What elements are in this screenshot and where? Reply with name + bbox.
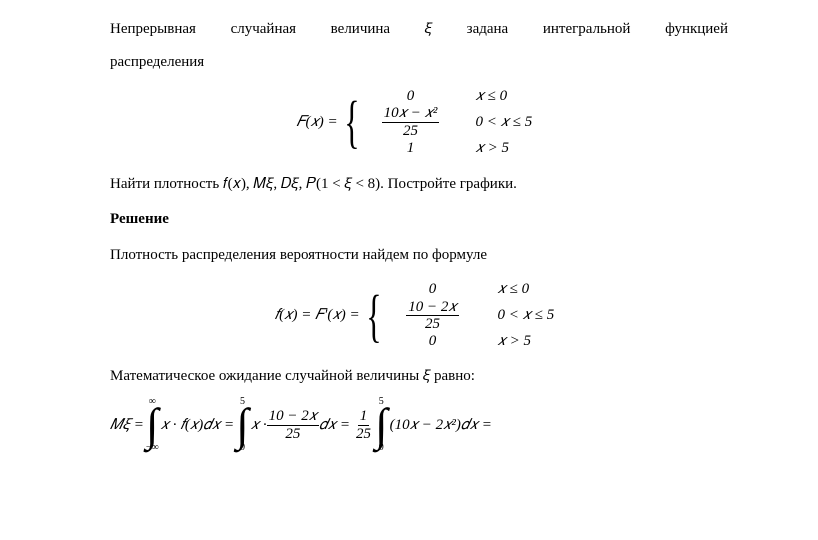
case-row: 0 𝑥 > 5 — [391, 331, 563, 353]
integral-symbol: 5 ∫ 0 — [236, 397, 249, 453]
equation-pdf: 𝑓(𝑥) = 𝐹′(𝑥) = { 0 𝑥 ≤ 0 10 − 2𝑥 25 0 < … — [110, 279, 728, 353]
expectation-intro: Математическое ожидание случайной величи… — [110, 365, 728, 388]
integral-symbol: ∞ ∫ −∞ — [146, 397, 159, 453]
case-cond: 𝑥 ≤ 0 — [473, 278, 563, 301]
case-cond: 𝑥 ≤ 0 — [452, 85, 542, 108]
frac-den: 25 — [283, 426, 302, 443]
case-row: 0 𝑥 ≤ 0 — [370, 85, 542, 107]
equation-cdf: 𝐹(𝑥) = { 0 𝑥 ≤ 0 10𝑥 − 𝑥² 25 0 < 𝑥 ≤ 5 1… — [110, 85, 728, 159]
frac-num: 10 − 2𝑥 — [267, 408, 319, 426]
brace-icon: { — [344, 93, 359, 151]
integrand-2a: 𝑥 · — [251, 414, 267, 437]
case-cond: 𝑥 > 5 — [473, 330, 563, 353]
integral-symbol: 5 ∫ 0 — [375, 397, 388, 453]
case-val: 10𝑥 − 𝑥² 25 — [370, 105, 452, 139]
case-val: 1 — [370, 137, 452, 160]
eq2-cases: 0 𝑥 ≤ 0 10 − 2𝑥 25 0 < 𝑥 ≤ 5 0 𝑥 > 5 — [391, 279, 563, 353]
case-val: 0 — [370, 85, 452, 108]
integrand-3: (10𝑥 − 2𝑥²)𝑑𝑥 = — [390, 414, 492, 437]
integrand-2b: 𝑑𝑥 = — [319, 414, 350, 437]
case-row: 10𝑥 − 𝑥² 25 0 < 𝑥 ≤ 5 — [370, 107, 542, 137]
int-lower: 0 — [240, 443, 245, 453]
integrand-1: 𝑥 · 𝑓(𝑥)𝑑𝑥 = — [161, 414, 235, 437]
frac-den: 25 — [354, 426, 373, 443]
density-intro: Плотность распределения вероятности найд… — [110, 244, 728, 267]
expectation-equation: 𝑀𝜉 = ∞ ∫ −∞ 𝑥 · 𝑓(𝑥)𝑑𝑥 = 5 ∫ 0 𝑥 · 10 − … — [110, 397, 728, 453]
intro-line2: распределения — [110, 51, 728, 74]
case-cond: 𝑥 > 5 — [452, 137, 542, 160]
brace-icon: { — [366, 287, 381, 345]
fraction-2: 1 25 — [354, 408, 373, 442]
case-row: 1 𝑥 > 5 — [370, 137, 542, 159]
task-line: Найти плотность 𝑓(𝑥), 𝑀𝜉, 𝐷𝜉, 𝑃(1 < 𝜉 < … — [110, 173, 728, 196]
fraction-1: 10 − 2𝑥 25 — [267, 408, 319, 442]
case-row: 0 𝑥 ≤ 0 — [391, 279, 563, 301]
solution-heading: Решение — [110, 208, 728, 231]
intro-line1: Непрерывная случайная величина 𝜉 задана … — [110, 18, 728, 41]
int-lower: −∞ — [146, 443, 159, 453]
mxi-label: 𝑀𝜉 = — [110, 414, 144, 437]
eq2-lhs: 𝑓(𝑥) = 𝐹′(𝑥) = — [275, 304, 360, 327]
eq1-lhs: 𝐹(𝑥) = — [296, 111, 337, 134]
case-val: 0 — [391, 278, 473, 301]
case-val: 10 − 2𝑥 25 — [391, 299, 473, 333]
frac-num: 1 — [358, 408, 370, 426]
case-cond: 0 < 𝑥 ≤ 5 — [473, 304, 563, 327]
frac-num: 10𝑥 − 𝑥² — [382, 105, 440, 123]
case-val: 0 — [391, 330, 473, 353]
int-lower: 0 — [379, 443, 384, 453]
case-row: 10 − 2𝑥 25 0 < 𝑥 ≤ 5 — [391, 301, 563, 331]
frac-num: 10 − 2𝑥 — [406, 299, 458, 317]
eq1-cases: 0 𝑥 ≤ 0 10𝑥 − 𝑥² 25 0 < 𝑥 ≤ 5 1 𝑥 > 5 — [370, 85, 542, 159]
case-cond: 0 < 𝑥 ≤ 5 — [452, 111, 542, 134]
